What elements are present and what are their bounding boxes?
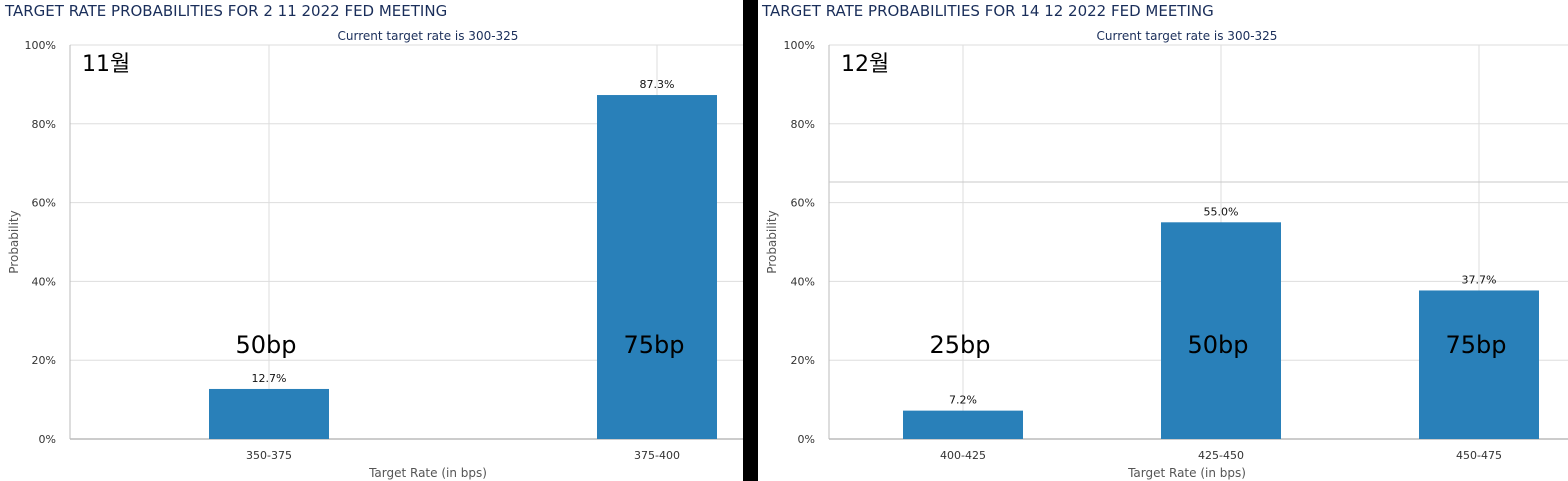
- bp-annotation: 75bp: [623, 331, 684, 359]
- y-tick-label: 20%: [32, 354, 56, 367]
- y-axis-label: Probability: [765, 210, 779, 273]
- bp-annotation: 75bp: [1445, 331, 1506, 359]
- y-tick-label: 0%: [798, 433, 815, 446]
- chart-subtitle: Current target rate is 300-325: [338, 29, 519, 43]
- chart-title-nov: TARGET RATE PROBABILITIES FOR 2 11 2022 …: [5, 2, 448, 20]
- x-tick-label: 425-450: [1198, 449, 1244, 462]
- x-axis-label: Target Rate (in bps): [368, 466, 487, 480]
- bar-425-450: [1161, 222, 1281, 439]
- chart-dec-meeting: Current target rate is 300-325 0% 20% 40% 60…: [765, 29, 1568, 480]
- y-tick-label: 100%: [784, 39, 815, 52]
- x-axis-label: Target Rate (in bps): [1127, 466, 1246, 480]
- chart-title-dec: TARGET RATE PROBABILITIES FOR 14 12 2022…: [762, 2, 1214, 20]
- panel-divider: [743, 0, 758, 481]
- bar-375-400: [597, 95, 717, 440]
- y-tick-label: 80%: [32, 118, 56, 131]
- bar-data-label: 12.7%: [252, 372, 287, 385]
- bp-annotation: 50bp: [1187, 331, 1248, 359]
- month-label: 12월: [841, 52, 889, 77]
- y-tick-label: 80%: [791, 118, 815, 131]
- y-tick-label: 40%: [791, 275, 815, 288]
- y-axis-label: Probability: [7, 210, 21, 273]
- y-tick-label: 0%: [39, 433, 56, 446]
- y-tick-label: 100%: [25, 39, 56, 52]
- bar-350-375: [209, 388, 329, 439]
- bar-data-label: 37.7%: [1462, 273, 1497, 286]
- y-tick-label: 40%: [32, 275, 56, 288]
- bar-data-label: 55.0%: [1204, 205, 1239, 218]
- month-label: 11월: [82, 52, 130, 77]
- x-tick-label: 450-475: [1456, 449, 1502, 462]
- chart-nov-meeting: Current target rate is 300-325 0% 20% 40% 60…: [7, 29, 743, 480]
- y-tick-label: 60%: [791, 197, 815, 210]
- x-tick-label: 350-375: [246, 449, 292, 462]
- bp-annotation: 25bp: [929, 331, 990, 359]
- bar-data-label: 7.2%: [949, 394, 977, 407]
- x-tick-label: 375-400: [634, 449, 680, 462]
- x-tick-label: 400-425: [940, 449, 986, 462]
- bar-450-475: [1419, 290, 1539, 439]
- bar-400-425: [903, 410, 1023, 439]
- y-tick-label: 60%: [32, 197, 56, 210]
- chart-subtitle: Current target rate is 300-325: [1097, 29, 1278, 43]
- y-tick-label: 20%: [791, 354, 815, 367]
- bp-annotation: 50bp: [235, 331, 296, 359]
- bar-data-label: 87.3%: [640, 78, 675, 91]
